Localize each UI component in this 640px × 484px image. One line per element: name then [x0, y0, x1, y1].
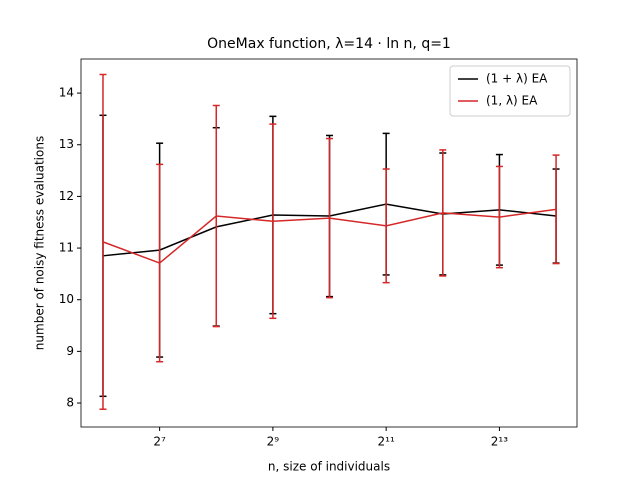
y-tick-label: 11: [59, 241, 74, 255]
chart-title: OneMax function, λ=14 · ln n, q=1: [207, 36, 451, 52]
x-tick-label: 2¹¹: [378, 435, 395, 449]
y-tick-label: 13: [59, 137, 74, 151]
y-tick-label: 14: [59, 86, 74, 100]
y-tick-label: 9: [66, 344, 74, 358]
y-tick-label: 10: [59, 292, 74, 306]
x-tick-label: 2¹³: [491, 435, 508, 449]
legend-label: (1 + λ) EA: [486, 72, 548, 86]
x-axis-label: n, size of individuals: [268, 460, 390, 474]
plot-frame: [80, 58, 578, 428]
x-tick-label: 2⁹: [267, 435, 280, 449]
legend-box: [449, 65, 571, 117]
x-tick-label: 2⁷: [153, 435, 166, 449]
legend-label: (1, λ) EA: [486, 94, 538, 108]
y-axis-label: number of noisy fitness evaluations: [33, 136, 47, 350]
y-tick-label: 8: [66, 396, 74, 410]
y-tick-label: 12: [59, 189, 74, 203]
series-line: [102, 208, 557, 264]
